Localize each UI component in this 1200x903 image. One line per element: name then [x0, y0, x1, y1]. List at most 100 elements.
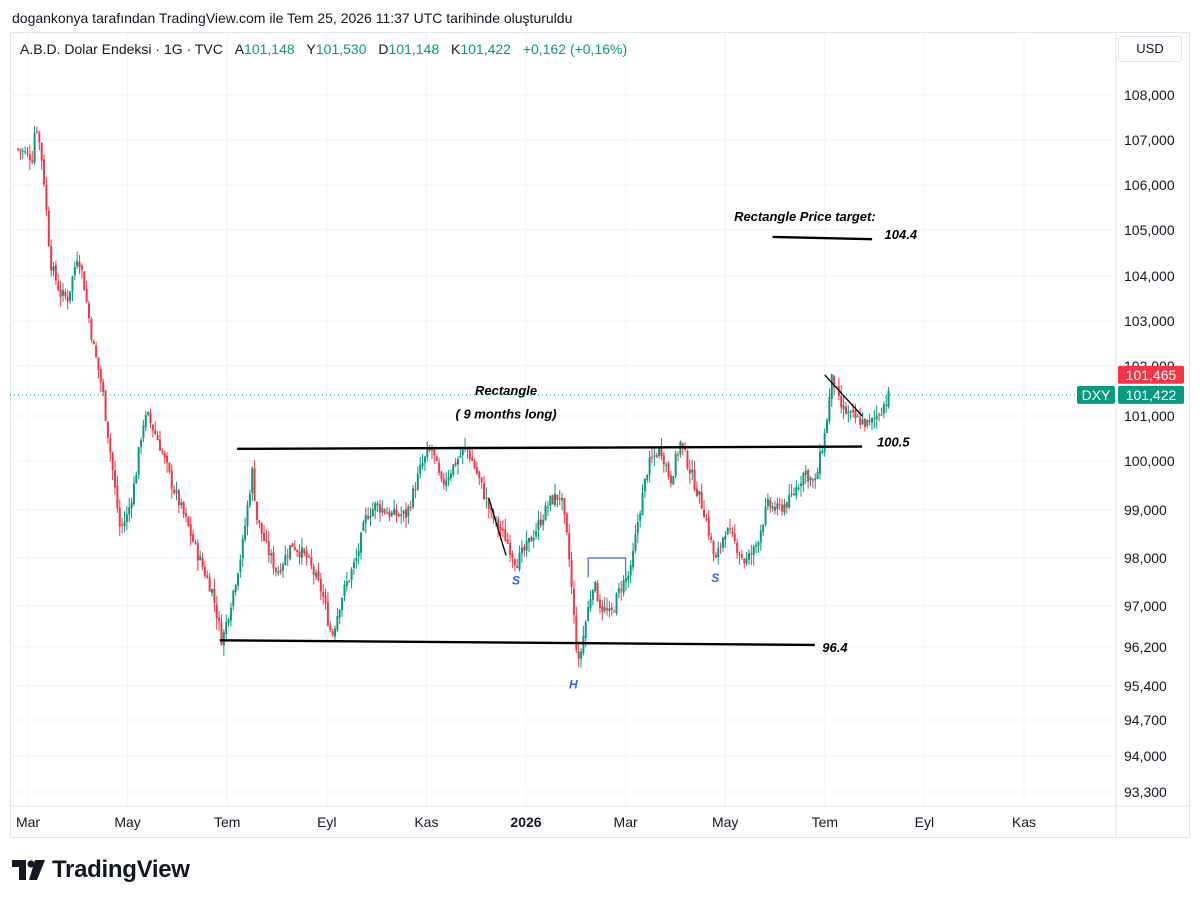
trend-line[interactable]: [219, 639, 815, 647]
candle-body: [617, 588, 620, 593]
candle-body: [423, 456, 426, 463]
candle-body: [712, 540, 715, 555]
candle-body: [244, 525, 247, 540]
trend-line[interactable]: [824, 374, 863, 417]
change-value: +0,162 (+0,16%): [522, 41, 628, 57]
symbol-tag-box: [1077, 385, 1115, 404]
candle-body: [487, 499, 490, 509]
price-label-value: 101,465: [1126, 367, 1177, 383]
candle-body: [149, 413, 152, 423]
candle-body: [298, 551, 301, 558]
candle-body: [440, 471, 443, 480]
candle-body: [861, 419, 864, 424]
candle-body: [435, 456, 438, 461]
candle-body: [587, 607, 590, 621]
candle-body: [260, 522, 263, 534]
candle-body: [357, 550, 360, 557]
candle-body: [286, 556, 289, 558]
candle-body: [826, 420, 829, 434]
candle-body: [253, 468, 256, 501]
candle-body: [163, 452, 166, 458]
y-tick-label: 104,000: [1124, 268, 1175, 284]
candle-body: [755, 545, 758, 547]
candle-body: [312, 566, 315, 575]
candle-body: [291, 543, 294, 547]
candle-body: [38, 132, 41, 143]
candle-body: [620, 589, 623, 591]
candle-body: [833, 375, 836, 387]
candle-body: [733, 533, 736, 541]
candle-body: [759, 530, 762, 543]
symbol-name[interactable]: A.B.D. Dolar Endeksi · 1G · TVC: [20, 41, 223, 57]
y-tick-label: 94,000: [1124, 748, 1167, 764]
price-label-box: [1118, 365, 1184, 384]
candle-body: [804, 470, 807, 475]
candle-body: [123, 521, 126, 527]
candle-body: [449, 473, 452, 479]
candle-body: [795, 487, 798, 496]
candle-body: [684, 447, 687, 450]
candle-body: [315, 572, 318, 577]
candle-body: [856, 416, 859, 418]
y-tick-label: 93,300: [1124, 784, 1167, 800]
candle-body: [698, 490, 701, 495]
x-tick-label: Tem: [812, 814, 838, 830]
candle-body: [823, 432, 826, 452]
candle-body: [227, 619, 230, 624]
candle-body: [248, 493, 251, 506]
candle-body: [35, 130, 38, 132]
candle-body: [669, 475, 672, 484]
candle-body: [395, 509, 398, 516]
candle-body: [792, 494, 795, 496]
candle-body: [33, 132, 36, 163]
candle-body: [764, 506, 767, 525]
trend-line[interactable]: [237, 445, 863, 451]
candle-body: [125, 514, 128, 523]
trend-line[interactable]: [488, 497, 507, 556]
candle-body: [45, 184, 48, 210]
tradingview-wordmark: TradingView: [52, 856, 190, 883]
candle-body: [475, 467, 478, 474]
candle-body: [211, 589, 214, 594]
flag-box[interactable]: [587, 557, 627, 578]
candle-body: [409, 506, 412, 508]
y-tick-label: 94,700: [1124, 712, 1167, 728]
candle-body: [468, 450, 471, 460]
candle-body: [809, 477, 812, 480]
candle-body: [546, 507, 549, 509]
candle-body: [731, 531, 734, 534]
target-line[interactable]: [772, 235, 873, 241]
candle-body: [433, 448, 436, 456]
candle-body: [177, 490, 180, 506]
chart-credit: dogankonya tarafından TradingView.com il…: [12, 10, 573, 26]
y-tick-label: 97,000: [1124, 598, 1167, 614]
candle-body: [584, 621, 587, 638]
close-value: 101,422: [460, 41, 511, 57]
candle-body: [821, 450, 824, 453]
candle-body: [688, 469, 691, 474]
candle-body: [322, 592, 325, 597]
low-label: D: [378, 41, 389, 57]
high-label: Y: [306, 41, 316, 57]
candle-body: [281, 564, 284, 571]
candle-body: [218, 617, 221, 621]
candle-body: [494, 517, 497, 519]
candle-body: [750, 553, 753, 555]
candle-body: [381, 508, 384, 513]
high-value: 101,530: [315, 41, 367, 57]
candle-body: [201, 557, 204, 568]
candle-body: [830, 374, 833, 399]
x-tick-label: May: [712, 814, 738, 830]
currency-button[interactable]: USD: [1118, 36, 1182, 62]
candle-body: [606, 608, 609, 611]
candle-body: [551, 495, 554, 505]
y-tick-label: 101,000: [1124, 408, 1175, 424]
candle-body: [852, 409, 855, 412]
candle-body: [572, 588, 575, 615]
candle-body: [480, 477, 483, 483]
candle-body: [719, 546, 722, 548]
candle-body: [229, 607, 232, 621]
candle-body: [726, 527, 729, 535]
y-tick-label: 100,000: [1124, 453, 1175, 469]
